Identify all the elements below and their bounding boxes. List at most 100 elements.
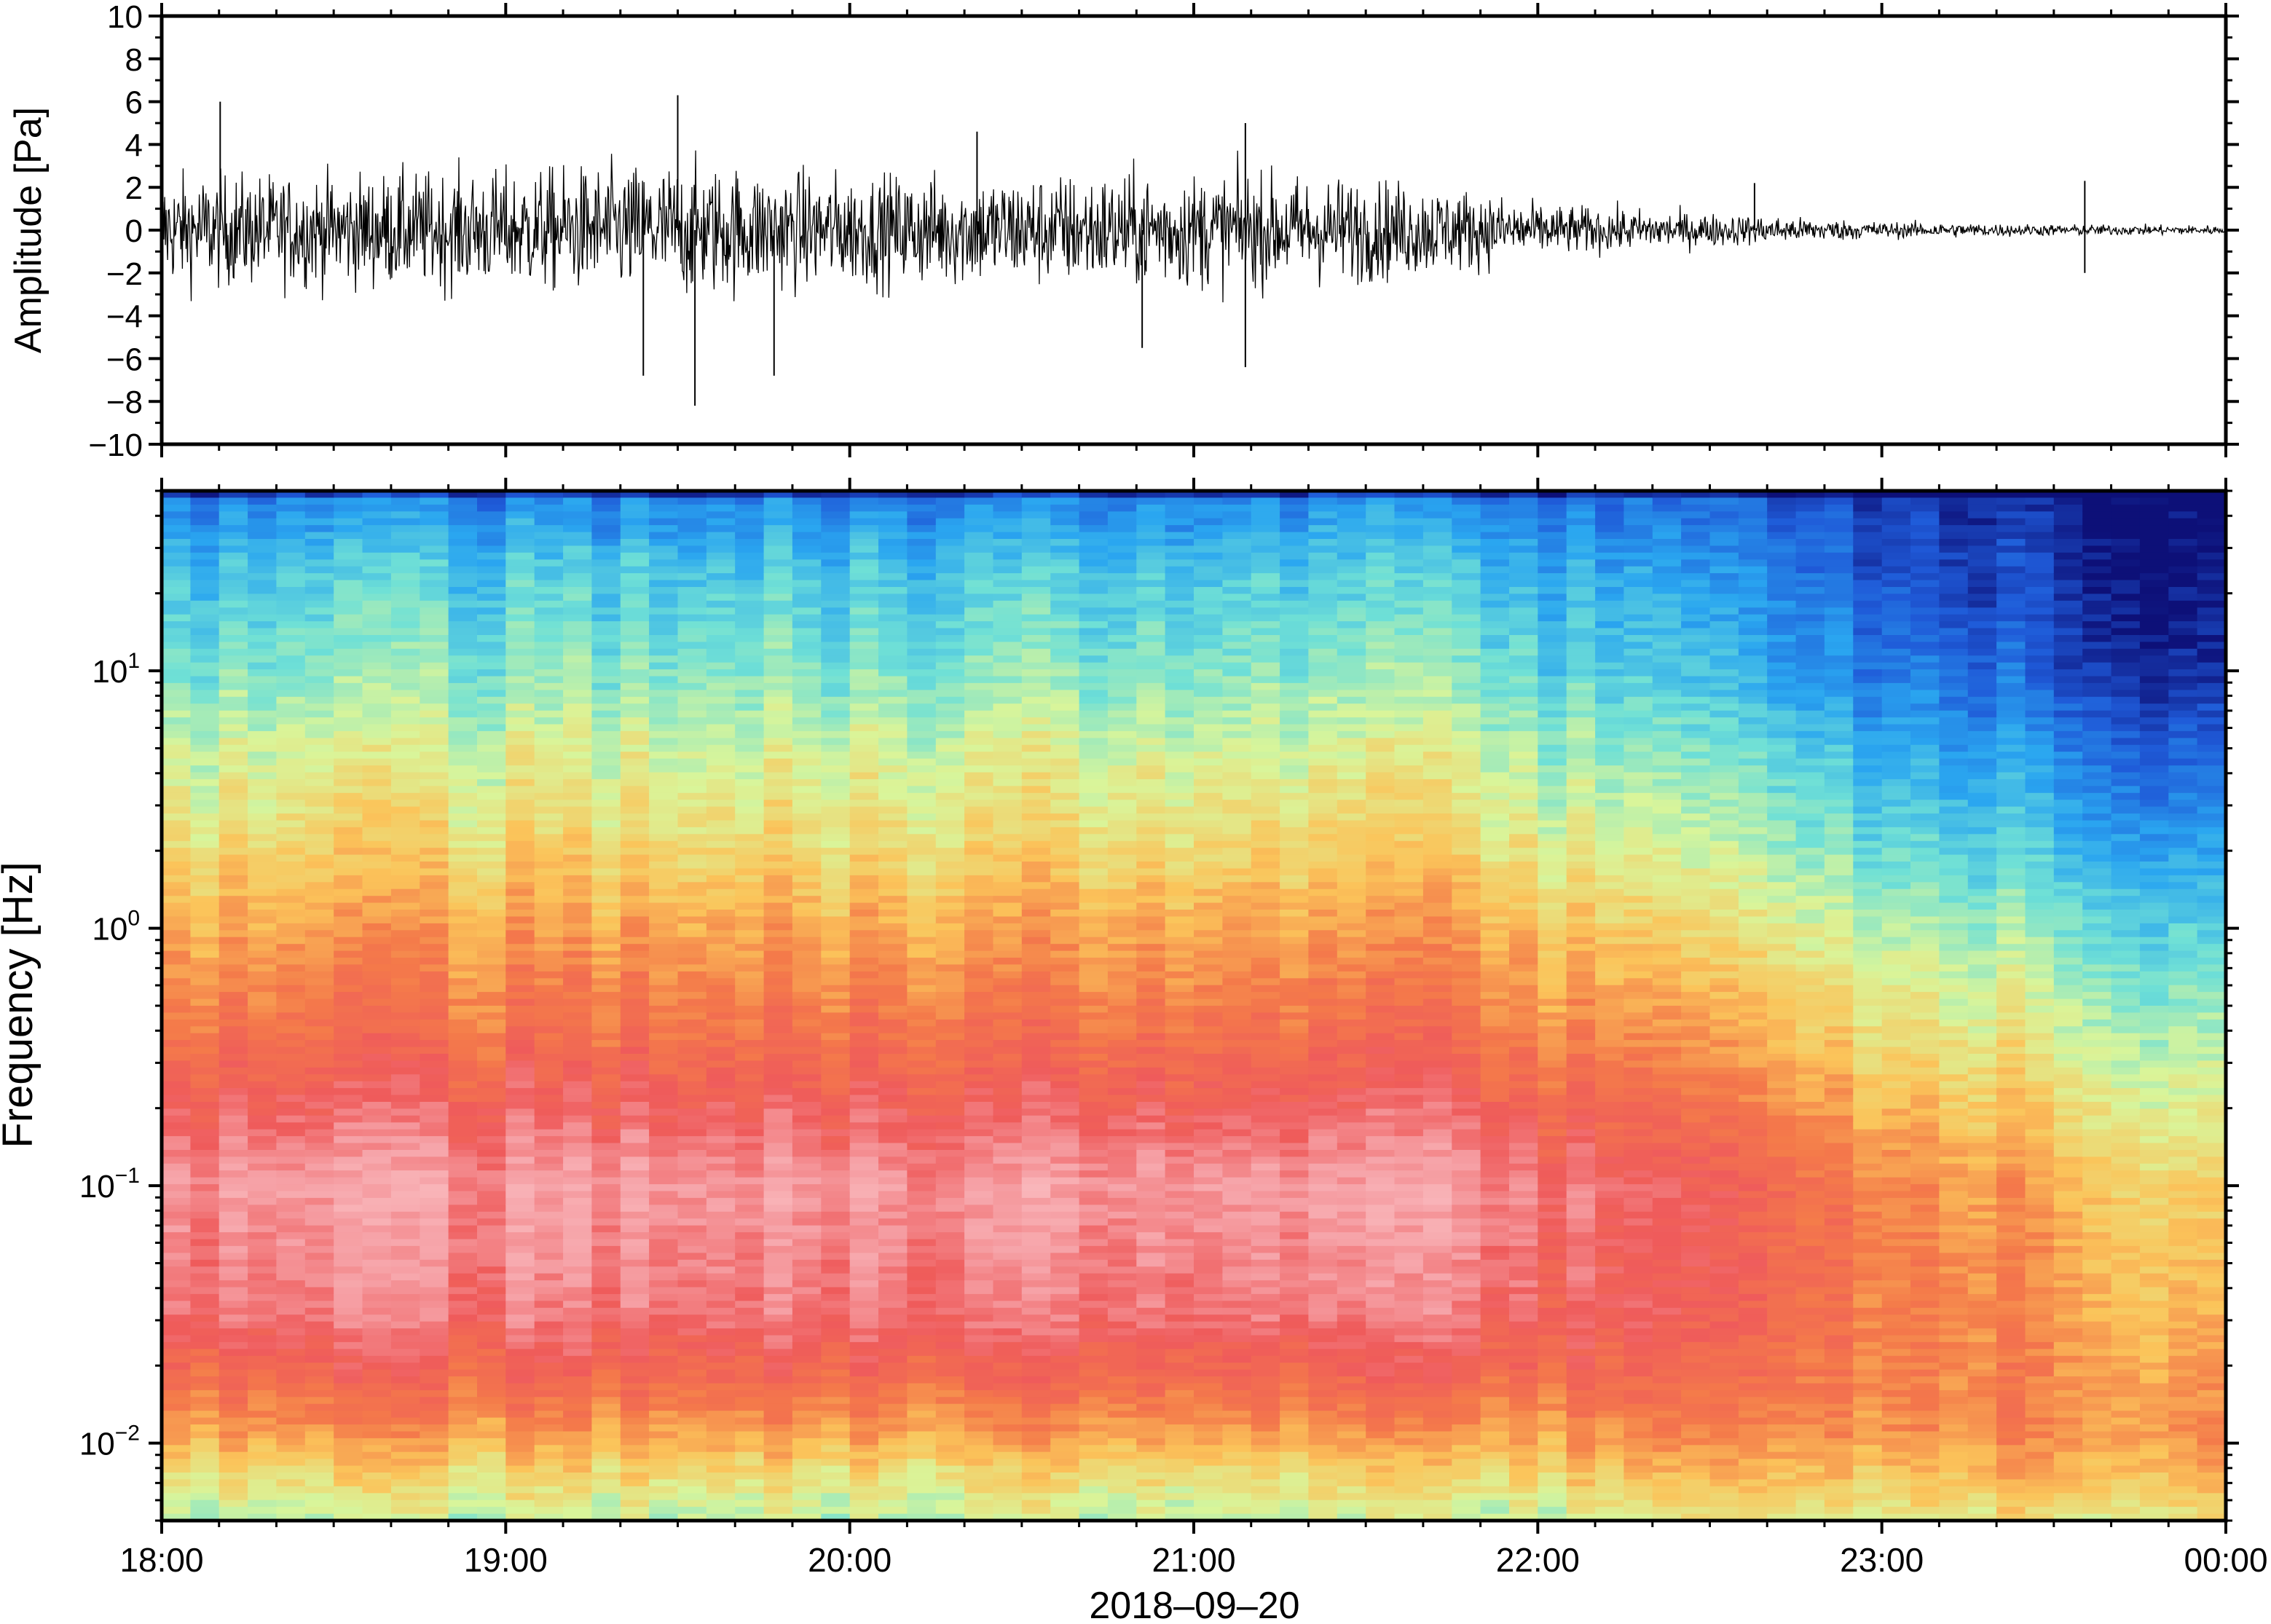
spectrogram-cell [448,916,478,924]
spectrogram-cell [162,1411,192,1419]
waveform-y-tick-label: −8 [106,385,143,420]
spectrogram-cell [821,840,851,848]
spectrogram-cell [735,985,765,993]
spectrogram-cell [591,937,621,945]
spectrogram-cell [334,1115,363,1123]
spectrogram-cell [477,840,507,848]
spectrogram-cell [334,614,363,622]
spectrogram-cell [620,1424,650,1432]
spectrogram-cell [591,1493,621,1501]
spectrogram-cell [878,511,908,519]
spectrogram-cell [477,1019,507,1028]
spectrogram-cell [304,1122,334,1130]
spectrogram-cell [162,1081,192,1089]
spectrogram-cell [677,566,707,574]
spectrogram-cell [477,1253,507,1261]
spectrogram-cell [907,923,937,931]
spectrogram-cell [878,1156,908,1164]
spectrogram-cell [477,1499,507,1507]
spectrogram-cell [792,1143,822,1151]
spectrogram-cell [477,552,507,560]
spectrogram-cell [849,669,879,677]
spectrogram-cell [907,950,937,958]
spectrogram-cell [763,1150,793,1158]
spectrogram-cell [706,1259,736,1267]
spectrogram-cell [563,964,593,972]
spectrogram-cell [706,1197,736,1206]
spectrogram-cell [390,552,421,560]
spectrogram-cell [190,820,220,828]
spectrogram-cell [334,1513,363,1521]
spectrogram-cell [448,1465,478,1473]
spectrogram-cell [505,1280,535,1288]
spectrogram-cell [390,587,421,595]
spectrogram-cell [677,594,707,602]
spectrogram-cell [162,1170,192,1178]
spectrogram-cell [706,1232,736,1240]
spectrogram-cell [190,1197,220,1206]
spectrogram-cell [534,978,564,986]
spectrogram-cell [534,1438,564,1446]
spectrogram-cell [706,539,736,547]
spectrogram-cell [706,669,736,677]
spectrogram-cell [248,662,278,670]
spectrogram-cell [534,1060,564,1068]
spectrogram-cell [276,1012,306,1020]
spectrogram-cell [993,800,1023,808]
spectrogram-cell [993,724,1023,732]
spectrogram-cell [477,1390,507,1398]
spectrogram-cell [821,1431,851,1439]
spectrogram-cell [334,1499,363,1507]
spectrogram-cell [878,1177,908,1185]
spectrogram-cell [563,1225,593,1233]
spectrogram-cell [821,758,851,766]
spectrogram-cell [248,985,278,993]
spectrogram-cell [792,717,822,725]
spectrogram-cell [190,1232,220,1240]
spectrogram-cell [849,971,879,979]
spectrogram-cell [190,854,220,862]
spectrogram-cell [448,786,478,794]
spectrogram-cell [878,1115,908,1123]
spectrogram-cell [993,930,1023,938]
waveform-y-axis-label: Amplitude [Pa] [7,107,50,353]
spectrogram-cell [334,1253,363,1261]
spectrogram-cell [190,580,220,588]
spectrogram-cell [505,1369,535,1377]
spectrogram-cell [706,559,736,567]
spectrogram-cell [878,710,908,718]
spectrogram-cell [993,744,1023,752]
spectrogram-cell [304,868,334,876]
spectrogram-cell [448,635,478,643]
spectrogram-cell [276,1088,306,1096]
spectrogram-cell [907,1074,937,1082]
spectrogram-cell [706,1438,736,1446]
spectrogram-cell [1021,1102,1051,1110]
spectrogram-cell [304,1163,334,1171]
spectrogram-cell [390,1081,421,1089]
spectrogram-cell [304,854,334,862]
spectrogram-cell [706,648,736,656]
spectrogram-cell [849,1397,879,1405]
spectrogram-cell [534,676,564,684]
spectrogram-cell [420,1102,449,1110]
spectrogram-cell [448,985,478,993]
spectrogram-cell [362,800,392,808]
spectrogram-cell [420,1074,449,1082]
spectrogram-cell [935,779,965,787]
spectrogram-cell [1021,964,1051,972]
spectrogram-cell [964,1040,994,1048]
spectrogram-cell [334,744,363,752]
spectrogram-cell [878,1122,908,1130]
spectrogram-cell [763,1335,793,1343]
spectrogram-cell [706,1321,736,1329]
spectrogram-cell [534,497,564,505]
spectrogram-cell [591,758,621,766]
spectrogram-cell [792,1390,822,1398]
spectrogram-cell [735,1363,765,1371]
spectrogram-cell [362,1129,392,1137]
spectrogram-cell [276,1363,306,1371]
spectrogram-cell [821,875,851,883]
spectrogram-cell [591,1088,621,1096]
spectrogram-cell [907,882,937,890]
